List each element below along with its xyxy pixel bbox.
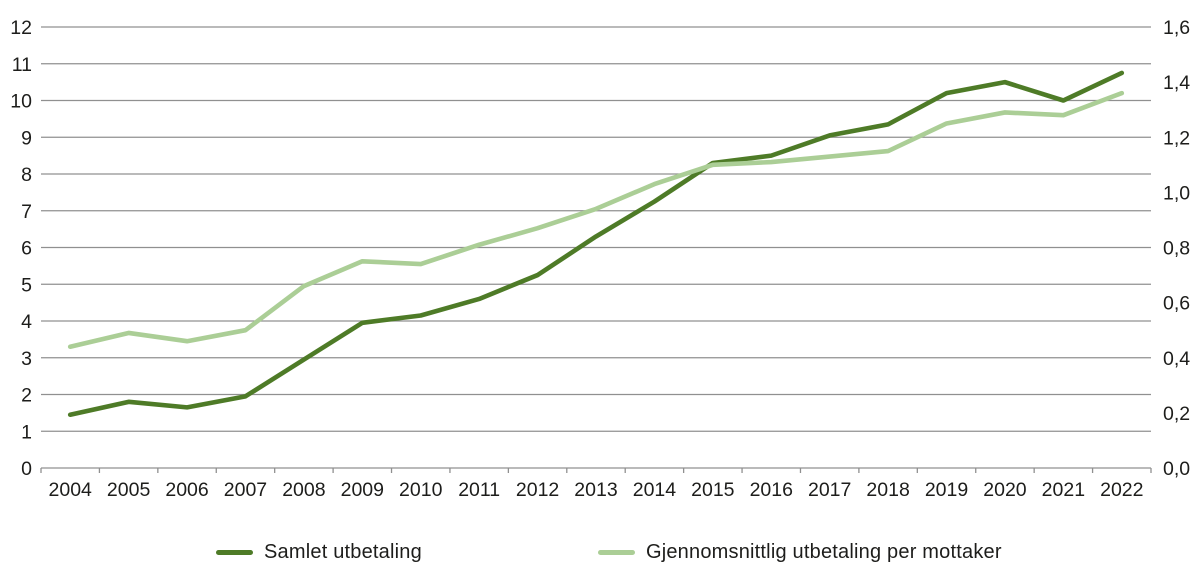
x-axis-year-label: 2016 bbox=[750, 479, 793, 501]
x-axis-year-label: 2008 bbox=[282, 479, 325, 501]
legend-line-swatch-dark-green bbox=[216, 549, 253, 555]
x-axis-year-label: 2004 bbox=[49, 479, 93, 501]
left-axis-tick-label: 11 bbox=[12, 54, 32, 76]
x-axis-year-label: 2015 bbox=[691, 479, 735, 501]
x-axis-year-label: 2019 bbox=[925, 479, 968, 501]
left-axis-tick-label: 0 bbox=[21, 458, 32, 480]
legend-item-samlet-utbetaling: Samlet utbetaling bbox=[216, 541, 422, 564]
right-axis-tick-label: 0,4 bbox=[1163, 348, 1190, 370]
right-axis-tick-label: 1,6 bbox=[1163, 17, 1190, 39]
legend-item-gjennomsnittlig-utbetaling: Gjennomsnittlig utbetaling per mottaker bbox=[597, 540, 1002, 564]
left-axis-tick-label: 1 bbox=[21, 421, 32, 443]
x-axis-year-label: 2009 bbox=[341, 479, 384, 501]
x-axis-year-label: 2005 bbox=[107, 479, 151, 501]
right-axis-tick-label: 0,0 bbox=[1163, 458, 1190, 480]
legend-line-swatch-light-green bbox=[597, 549, 635, 555]
x-axis-year-label: 2013 bbox=[574, 479, 617, 501]
series-line-gjennomsnittlig bbox=[67, 90, 1125, 350]
series-line-samlet bbox=[67, 70, 1125, 418]
x-axis-year-label: 2011 bbox=[458, 479, 500, 501]
left-axis-tick-label: 10 bbox=[10, 91, 32, 113]
x-axis-year-label: 2021 bbox=[1042, 479, 1085, 501]
x-axis-year-label: 2007 bbox=[224, 479, 267, 501]
x-axis-year-label: 2006 bbox=[165, 479, 208, 501]
left-axis-tick-label: 5 bbox=[21, 274, 32, 296]
left-axis-tick-label: 8 bbox=[21, 164, 32, 186]
x-axis-year-label: 2010 bbox=[399, 479, 443, 501]
x-axis-year-label: 2014 bbox=[633, 479, 677, 501]
x-axis-year-label: 2020 bbox=[983, 479, 1027, 501]
x-axis-year-label: 2017 bbox=[808, 479, 851, 501]
x-axis-year-label: 2012 bbox=[516, 479, 559, 501]
left-axis-tick-label: 7 bbox=[21, 201, 32, 223]
chart-legend: Samlet utbetaling Gjennomsnittlig utbeta… bbox=[0, 536, 1200, 568]
right-axis-tick-label: 0,6 bbox=[1163, 293, 1190, 315]
legend-label-samlet-utbetaling: Samlet utbetaling bbox=[264, 540, 422, 563]
right-axis-tick-label: 0,2 bbox=[1163, 403, 1190, 425]
legend-label-gjennomsnittlig-utbetaling: Gjennomsnittlig utbetaling per mottaker bbox=[645, 540, 1002, 563]
right-axis-tick-label: 1,4 bbox=[1163, 72, 1190, 94]
x-axis-year-label: 2022 bbox=[1100, 479, 1143, 501]
right-axis-tick-label: 1,2 bbox=[1163, 127, 1190, 149]
line-chart: 01234567891011120,00,20,40,60,81,01,21,4… bbox=[10, 17, 1190, 501]
left-axis-tick-label: 9 bbox=[21, 127, 32, 149]
x-axis-year-label: 2018 bbox=[866, 479, 909, 501]
right-axis-tick-label: 1,0 bbox=[1163, 182, 1190, 204]
left-axis-tick-label: 6 bbox=[21, 238, 32, 260]
left-axis-tick-label: 4 bbox=[21, 311, 32, 333]
right-axis-tick-label: 0,8 bbox=[1163, 238, 1190, 260]
left-axis-tick-label: 2 bbox=[21, 385, 32, 407]
left-axis-tick-label: 3 bbox=[21, 348, 32, 370]
left-axis-tick-label: 12 bbox=[10, 17, 32, 39]
